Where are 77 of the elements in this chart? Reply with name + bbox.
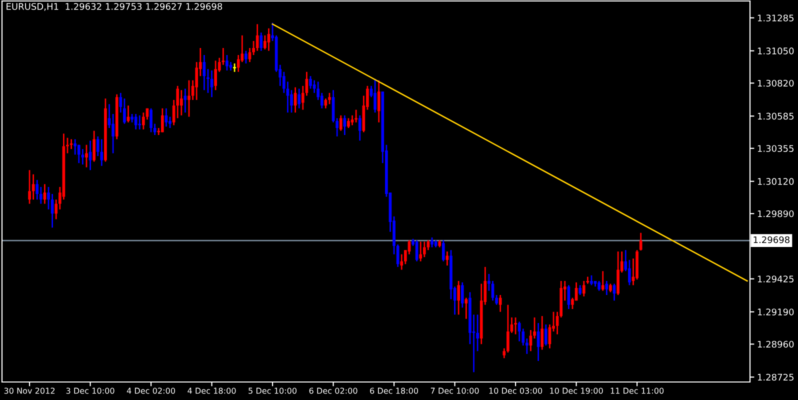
candlestick bbox=[540, 315, 544, 350]
candlestick bbox=[457, 280, 460, 316]
candlestick bbox=[426, 240, 430, 251]
candlestick bbox=[150, 108, 152, 133]
candlestick bbox=[100, 138, 104, 167]
candlestick bbox=[36, 179, 39, 200]
candlestick bbox=[188, 80, 190, 118]
candlestick bbox=[598, 280, 600, 292]
ref-line-label: 1.29698 bbox=[754, 236, 790, 244]
x-tick-label: 5 Dec 10:00 bbox=[248, 388, 297, 394]
candlestick bbox=[639, 232, 642, 252]
candlestick bbox=[518, 320, 521, 342]
candlestick bbox=[160, 108, 164, 133]
candlestick bbox=[184, 88, 187, 114]
y-tick-label: 1.28725 bbox=[758, 374, 794, 381]
candlestick bbox=[74, 138, 77, 156]
candlestick bbox=[578, 284, 582, 296]
x-tick-label: 6 Dec 02:00 bbox=[309, 388, 358, 394]
candlestick bbox=[180, 89, 183, 116]
candlestick bbox=[339, 114, 342, 132]
candlestick bbox=[354, 109, 358, 124]
candlestick bbox=[430, 236, 434, 248]
candlestick bbox=[400, 254, 404, 270]
candlestick bbox=[298, 88, 301, 110]
candlestick bbox=[81, 148, 84, 166]
y-tick-label: 1.28960 bbox=[758, 340, 794, 348]
x-tick-label: 6 Dec 18:00 bbox=[370, 388, 418, 394]
candlestick bbox=[309, 75, 312, 90]
candlestick bbox=[446, 250, 449, 266]
candlestick bbox=[419, 240, 422, 262]
y-tick-label: 1.30355 bbox=[758, 145, 794, 152]
x-tick-label: 4 Dec 02:00 bbox=[126, 388, 176, 394]
candlestick bbox=[460, 282, 464, 308]
candlestick bbox=[256, 23, 259, 52]
chart-title: EURUSD,H1 1.29632 1.29753 1.29627 1.29698 bbox=[6, 3, 222, 11]
candlestick bbox=[374, 78, 376, 114]
x-tick-label: 11 Dec 11:00 bbox=[610, 388, 664, 394]
x-tick-label: 7 Dec 10:00 bbox=[430, 388, 479, 394]
candlestick bbox=[70, 138, 73, 150]
candlestick bbox=[350, 114, 354, 126]
candlestick bbox=[601, 270, 604, 292]
y-tick-label: 1.29190 bbox=[758, 308, 794, 316]
candlestick bbox=[328, 92, 331, 105]
x-tick-label: 30 Nov 2012 bbox=[4, 388, 55, 394]
candlestick bbox=[28, 169, 31, 204]
candlestick bbox=[358, 114, 362, 142]
candlestick bbox=[347, 117, 350, 129]
candlestick bbox=[85, 144, 88, 168]
candlestick bbox=[214, 60, 218, 91]
candlestick bbox=[498, 294, 502, 313]
candlestick bbox=[92, 130, 96, 162]
y-tick-label: 1.29425 bbox=[758, 276, 794, 282]
y-tick-label: 1.29890 bbox=[758, 210, 794, 218]
x-tick-label: 4 Dec 18:00 bbox=[188, 388, 236, 394]
candlestick bbox=[544, 324, 548, 346]
candlestick bbox=[442, 240, 445, 262]
candlestick bbox=[582, 280, 586, 298]
candlestick bbox=[244, 50, 248, 64]
candlestick bbox=[377, 80, 380, 124]
x-tick-label: 10 Dec 19:00 bbox=[550, 388, 603, 394]
candlestick bbox=[260, 32, 263, 52]
candlestick bbox=[514, 316, 517, 335]
y-tick-label: 1.31285 bbox=[758, 14, 794, 22]
y-tick-label: 1.31050 bbox=[758, 48, 794, 54]
y-tick-label: 1.30120 bbox=[758, 178, 794, 185]
candlestick bbox=[142, 112, 145, 130]
candlestick bbox=[134, 113, 138, 130]
y-tick-label: 1.30585 bbox=[758, 112, 794, 120]
candlestick bbox=[226, 54, 228, 72]
candlestick bbox=[464, 297, 468, 320]
y-tick-label: 1.30820 bbox=[758, 80, 794, 87]
candlestick bbox=[605, 280, 608, 296]
candlestick bbox=[590, 274, 593, 286]
candlestick bbox=[616, 250, 620, 296]
x-tick-label: 3 Dec 10:00 bbox=[66, 388, 114, 394]
x-tick-label: 10 Dec 03:00 bbox=[489, 388, 542, 394]
candlestick bbox=[422, 240, 426, 258]
